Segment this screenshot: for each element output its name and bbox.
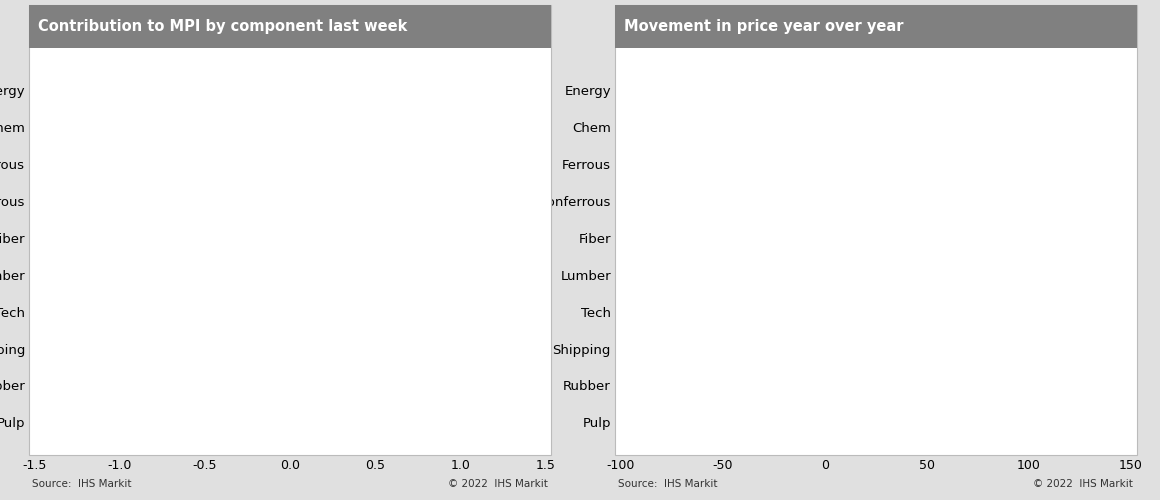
Bar bbox=[278, 264, 290, 285]
Bar bbox=[68, 154, 290, 174]
Bar bbox=[825, 80, 1101, 100]
Bar bbox=[825, 190, 835, 211]
Text: Source:  IHS Markit: Source: IHS Markit bbox=[618, 479, 718, 489]
Bar bbox=[247, 338, 290, 358]
Bar bbox=[825, 376, 831, 396]
Bar bbox=[825, 338, 870, 358]
Text: Source:  IHS Markit: Source: IHS Markit bbox=[32, 479, 132, 489]
Text: © 2022  IHS Markit: © 2022 IHS Markit bbox=[448, 479, 548, 489]
Y-axis label: Percent change y/y: Percent change y/y bbox=[519, 192, 532, 320]
Text: Movement in price year over year: Movement in price year over year bbox=[624, 18, 904, 34]
Bar bbox=[278, 376, 290, 396]
Bar bbox=[825, 412, 846, 432]
Bar bbox=[264, 117, 290, 137]
Bar bbox=[825, 117, 870, 137]
Bar bbox=[282, 412, 290, 432]
Bar bbox=[282, 228, 290, 248]
Text: © 2022  IHS Markit: © 2022 IHS Markit bbox=[1034, 479, 1133, 489]
Bar bbox=[825, 228, 922, 248]
Bar bbox=[763, 154, 825, 174]
Bar bbox=[231, 190, 290, 211]
Bar bbox=[774, 302, 825, 322]
Text: Contribution to MPI by component last week: Contribution to MPI by component last we… bbox=[38, 18, 407, 34]
Bar bbox=[290, 80, 443, 100]
Bar bbox=[744, 264, 825, 285]
